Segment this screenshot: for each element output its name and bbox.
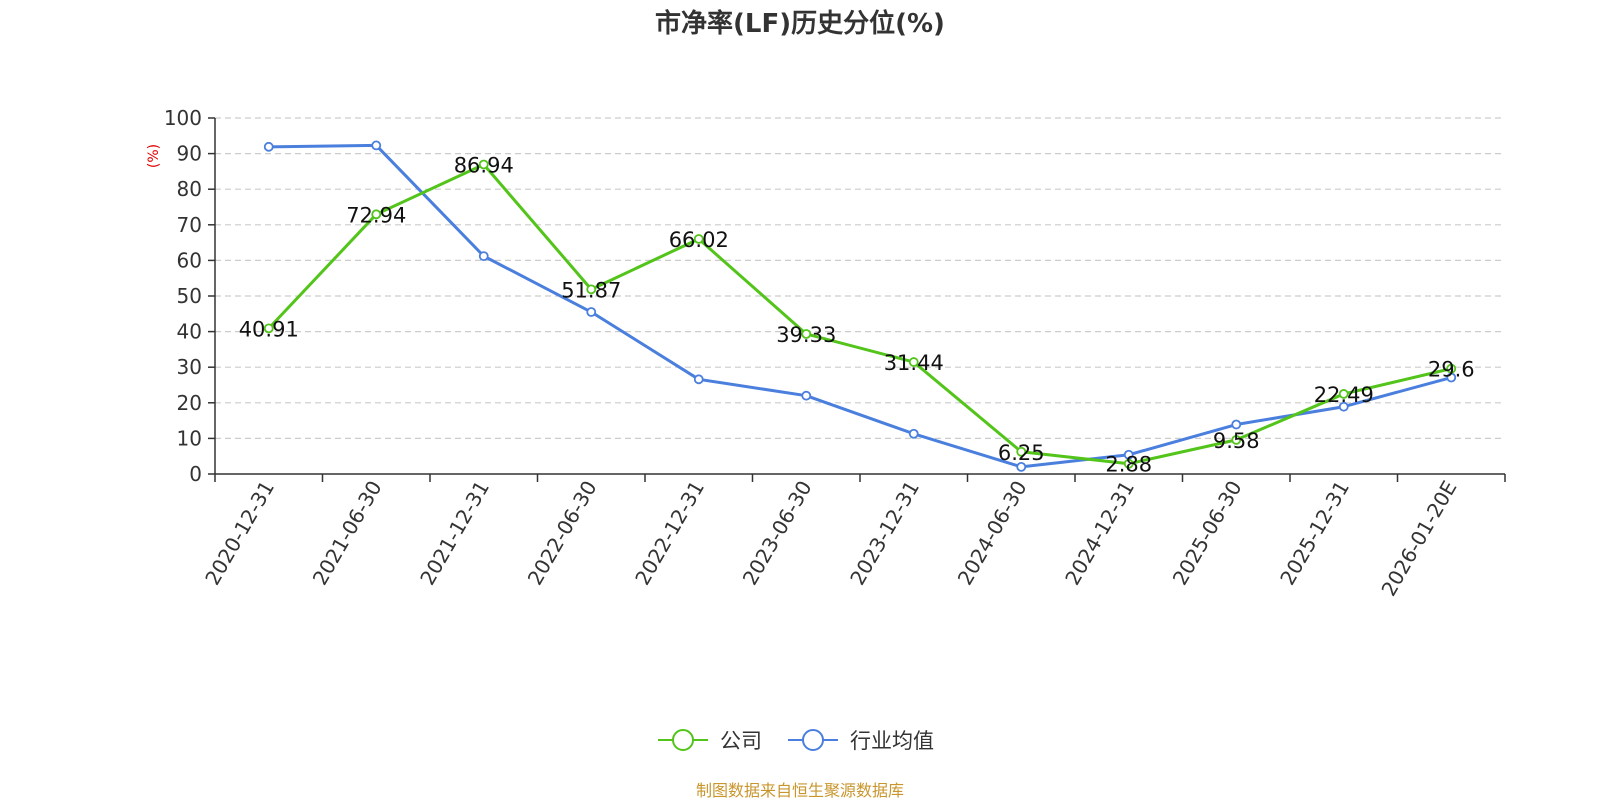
data-point [908, 428, 919, 439]
data-point [478, 251, 489, 262]
data-point [801, 390, 812, 401]
data-point [478, 159, 489, 170]
series-1 [263, 140, 1457, 472]
data-point [371, 209, 382, 220]
data-label: 6.25 [998, 441, 1045, 465]
data-point [586, 307, 597, 317]
data-point [1446, 363, 1457, 374]
data-point [586, 284, 597, 295]
grid [215, 117, 1505, 439]
y-tick-label: 80 [177, 177, 202, 201]
x-tick-label: 2026-01-20E [1376, 477, 1461, 601]
y-tick-label: 20 [177, 391, 202, 415]
data-label: 72.94 [346, 203, 406, 227]
data-point [1016, 461, 1027, 472]
x-tick-label: 2021-06-30 [308, 477, 387, 590]
data-label: 39.33 [776, 323, 836, 347]
y-tick-label: 60 [177, 248, 202, 272]
data-point [1016, 446, 1027, 457]
chart-title: 市净率(LF)历史分位(%) [655, 8, 945, 39]
data-label: 9.58 [1213, 429, 1260, 453]
legend[interactable]: 公司 行业均值 [658, 729, 934, 753]
x-tick-label: 2020-12-31 [200, 477, 279, 590]
data-label: 2.88 [1105, 453, 1152, 477]
x-tick-label: 2023-12-31 [845, 477, 924, 590]
legend-item-1[interactable]: 行业均值 [788, 729, 934, 753]
y-tick-label: 50 [177, 284, 202, 308]
data-point [908, 357, 919, 367]
x-tick-label: 2022-06-30 [523, 477, 602, 590]
series-0 [263, 159, 1457, 469]
series-line [267, 162, 1452, 466]
x-tick-label: 2025-06-30 [1168, 477, 1247, 590]
legend-item-0[interactable]: 公司 [658, 729, 762, 753]
axes: 0 10 20 30 40 50 60 70 80 90 100 2020-12-31 2021-06-… [164, 106, 1506, 601]
source-note: 制图数据来自恒生聚源数据库 [696, 781, 904, 800]
data-point [1231, 419, 1242, 430]
y-tick-label: 30 [177, 355, 202, 379]
x-tick-label: 2024-06-30 [953, 477, 1032, 590]
data-label: 22.49 [1314, 383, 1374, 407]
data-label: 51.87 [561, 278, 621, 302]
legend-marker [802, 729, 824, 751]
y-tick-label: 0 [189, 462, 202, 486]
data-point [801, 329, 812, 339]
y-tick-label: 100 [164, 106, 202, 130]
data-point [1338, 401, 1349, 412]
data-labels: 40.91 72.94 86.94 51.87 66.02 39.33 31.44 6.25 2… [239, 153, 1475, 476]
y-axis-unit-label: (%) [146, 144, 162, 168]
series [263, 140, 1457, 472]
x-tick-label: 2025-12-31 [1275, 477, 1354, 590]
x-tick-label: 2021-12-31 [415, 477, 494, 590]
data-label: 29.6 [1428, 358, 1475, 382]
data-point [263, 323, 274, 334]
x-tick-label: 2024-12-31 [1060, 477, 1139, 590]
y-tick-label: 10 [177, 426, 202, 450]
data-point [693, 234, 704, 244]
data-point [263, 141, 274, 152]
x-tick-label: 2023-06-30 [738, 477, 817, 590]
y-tick-label: 40 [177, 320, 202, 344]
legend-label: 公司 [720, 729, 762, 753]
data-point [1338, 389, 1349, 399]
data-label: 66.02 [669, 228, 729, 252]
series-line [268, 143, 1452, 469]
data-point [1123, 458, 1134, 469]
data-point [371, 140, 382, 151]
data-point [1123, 449, 1134, 460]
data-label: 86.94 [454, 153, 514, 177]
legend-marker [672, 729, 694, 751]
data-point [693, 374, 704, 385]
y-tick-label: 70 [177, 213, 202, 237]
legend-label: 行业均值 [850, 729, 934, 753]
y-tick-label: 90 [177, 142, 202, 166]
x-tick-label: 2022-12-31 [630, 477, 709, 590]
data-point [1231, 434, 1242, 445]
data-label: 31.44 [884, 351, 944, 375]
data-label: 40.91 [239, 317, 299, 341]
